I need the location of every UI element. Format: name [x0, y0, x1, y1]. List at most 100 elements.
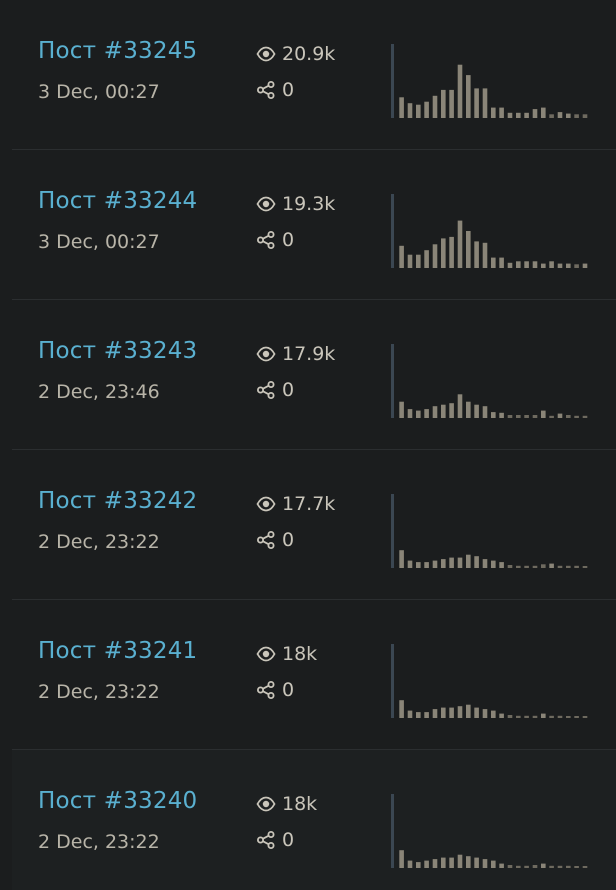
sparkline-bar	[532, 415, 538, 418]
post-title-link[interactable]: Пост #33243	[38, 338, 198, 364]
sparkline-bar	[566, 113, 571, 118]
sparkline-bar	[574, 264, 579, 268]
views-stat: 17.9k	[256, 343, 335, 365]
shares-stat: 0	[256, 379, 294, 401]
sparkline-bar	[424, 712, 429, 718]
shares-count: 0	[282, 679, 295, 701]
sparkline-bar	[499, 863, 504, 868]
sparkline-bar	[441, 89, 446, 118]
sparkline-bar	[491, 860, 496, 868]
post-title-link[interactable]: Пост #33242	[38, 488, 198, 514]
views-count: 17.9k	[282, 343, 336, 365]
sparkline-bar	[541, 410, 546, 418]
sparkline-bar	[457, 394, 463, 418]
sparkline-bar	[407, 560, 413, 568]
eye-icon	[256, 196, 276, 212]
sparkline-bar	[407, 103, 413, 118]
post-title-link[interactable]: Пост #33240	[38, 788, 198, 814]
post-title-link[interactable]: Пост #33244	[38, 188, 198, 214]
sparkline-bar	[524, 865, 529, 868]
sparkline-bar	[507, 415, 513, 418]
sparkline-bar	[532, 565, 538, 568]
sparkline-bar	[466, 231, 471, 268]
sparkline-bar	[399, 700, 404, 718]
sparkline-bar	[582, 114, 588, 118]
eye-icon	[256, 646, 276, 662]
post-title-link[interactable]: Пост #33241	[38, 638, 198, 664]
views-count: 19.3k	[282, 193, 336, 215]
share-icon	[257, 681, 275, 699]
sparkline-bar	[399, 401, 404, 418]
sparkline-bar	[524, 261, 529, 268]
post-date: 3 Dec, 00:27	[38, 231, 160, 253]
sparkline-bar	[491, 560, 496, 568]
sparkline-bar	[416, 104, 421, 118]
sparkline-bar	[441, 857, 446, 868]
sparkline-bar	[582, 716, 588, 718]
sparkline-bar	[566, 565, 571, 568]
sparkline-bar	[466, 75, 471, 118]
post-row: Пост #33243 2 Dec, 23:46 17.9k 0	[12, 300, 616, 450]
sparkline-bar	[432, 244, 438, 268]
sparkline-bar	[557, 565, 563, 568]
post-date: 2 Dec, 23:22	[38, 681, 160, 703]
sparkline-bar	[557, 413, 563, 418]
sparkline-bar	[482, 242, 488, 268]
sparkline-bar	[516, 112, 521, 118]
sparkline-bar	[416, 562, 421, 568]
sparkline-bar	[541, 263, 546, 268]
sparkline-bar	[482, 406, 488, 418]
sparkline-bar	[524, 112, 529, 118]
views-sparkline	[391, 494, 588, 568]
sparkline-bar	[549, 715, 554, 718]
shares-count: 0	[282, 229, 295, 251]
shares-count: 0	[282, 79, 295, 101]
shares-stat: 0	[256, 829, 294, 851]
sparkline-bar	[466, 554, 471, 568]
shares-stat: 0	[256, 529, 294, 551]
shares-count: 0	[282, 829, 295, 851]
post-date: 2 Dec, 23:22	[38, 531, 160, 553]
sparkline-bar	[441, 707, 446, 718]
post-date: 2 Dec, 23:46	[38, 381, 160, 403]
sparkline-bar	[541, 564, 546, 568]
sparkline-bar	[516, 715, 521, 718]
share-icon	[257, 381, 275, 399]
sparkline-bar	[574, 866, 579, 868]
sparkline-bar	[482, 88, 488, 118]
sparkline-bar	[557, 263, 563, 268]
post-row: Пост #33240 2 Dec, 23:22 18k 0	[12, 750, 616, 890]
sparkline-bar	[449, 403, 454, 418]
sparkline-bar	[582, 263, 588, 268]
sparkline-bar	[549, 114, 554, 118]
views-stat: 20.9k	[256, 43, 335, 65]
sparkline-bar	[466, 856, 471, 868]
sparkline-bar	[399, 850, 404, 868]
sparkline-bar	[532, 109, 538, 118]
sparkline-bar	[516, 415, 521, 418]
sparkline-bar	[532, 261, 538, 268]
sparkline-bar	[582, 866, 588, 868]
sparkline-bar	[466, 401, 471, 418]
views-count: 18k	[282, 643, 318, 665]
views-stat: 17.7k	[256, 493, 335, 515]
sparkline-bar	[549, 563, 554, 568]
views-count: 17.7k	[282, 493, 336, 515]
shares-count: 0	[282, 379, 295, 401]
sparkline-bar	[416, 254, 421, 268]
share-icon	[257, 81, 275, 99]
views-sparkline	[391, 44, 588, 118]
sparkline-bar	[432, 406, 438, 418]
sparkline-bar	[424, 860, 429, 868]
sparkline-bar	[574, 716, 579, 718]
share-icon	[257, 531, 275, 549]
sparkline-bar	[457, 220, 463, 268]
sparkline-bar	[474, 241, 479, 268]
post-title-link[interactable]: Пост #33245	[38, 38, 198, 64]
sparkline-bar	[499, 713, 504, 718]
views-sparkline	[391, 644, 588, 718]
sparkline-bar	[524, 715, 529, 718]
sparkline-bar	[566, 865, 571, 868]
views-stat: 18k	[256, 643, 317, 665]
sparkline-bar	[566, 415, 571, 418]
